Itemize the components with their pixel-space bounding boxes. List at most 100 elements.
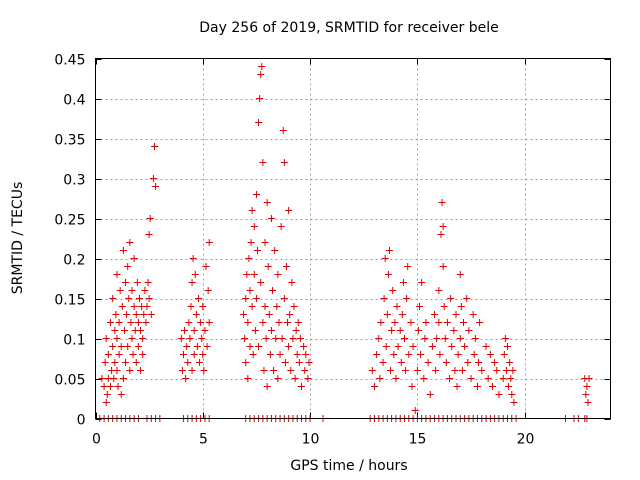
data-point-marker <box>152 183 160 190</box>
data-point-marker <box>102 399 110 406</box>
x-tick-label: 20 <box>517 432 535 448</box>
data-point-marker <box>246 343 254 350</box>
data-point-marker <box>505 383 513 390</box>
data-point-marker <box>296 335 304 342</box>
data-point-marker <box>249 351 257 358</box>
data-point-marker <box>393 303 401 310</box>
data-point-marker <box>284 319 292 326</box>
data-point-marker <box>197 319 205 326</box>
data-point-marker <box>184 359 192 366</box>
data-point-marker <box>244 319 252 326</box>
data-point-marker <box>404 263 412 270</box>
data-point-marker <box>188 367 196 374</box>
data-point-marker <box>463 295 471 302</box>
data-point-marker <box>201 327 209 334</box>
data-point-marker <box>200 367 208 374</box>
data-point-marker <box>502 367 510 374</box>
data-point-marker <box>443 319 451 326</box>
data-point-marker <box>113 271 121 278</box>
data-point-marker <box>290 303 298 310</box>
data-point-marker <box>289 335 297 342</box>
data-point-marker <box>375 335 383 342</box>
data-point-marker <box>456 271 464 278</box>
data-point-marker <box>417 351 425 358</box>
data-point-marker <box>585 375 593 382</box>
data-point-marker <box>370 383 378 390</box>
data-point-marker <box>116 287 124 294</box>
data-point-marker <box>461 343 469 350</box>
data-point-marker <box>499 375 507 382</box>
data-point-marker <box>401 335 408 342</box>
data-point-marker <box>274 375 282 382</box>
data-point-marker <box>301 367 309 374</box>
data-point-marker <box>145 231 153 238</box>
data-point-marker <box>389 287 397 294</box>
data-point-marker <box>584 399 592 406</box>
data-point-marker <box>250 223 258 230</box>
data-point-marker <box>282 263 290 270</box>
data-point-marker <box>107 319 115 326</box>
data-point-marker <box>257 71 265 78</box>
data-point-marker <box>407 319 415 326</box>
x-tick-label: 0 <box>92 432 101 448</box>
data-point-marker <box>397 359 405 366</box>
data-point-marker <box>272 335 280 342</box>
data-point-marker <box>242 359 250 366</box>
data-point-marker <box>379 359 387 366</box>
y-tick-label: 0.4 <box>63 93 85 109</box>
data-point-marker <box>446 375 454 382</box>
data-point-marker <box>302 351 310 358</box>
data-point-marker <box>420 375 428 382</box>
data-point-marker <box>109 343 117 350</box>
data-point-marker <box>271 247 279 254</box>
x-axis-label: GPS time / hours <box>290 458 407 474</box>
data-point-marker <box>442 359 450 366</box>
data-point-marker <box>471 335 479 342</box>
data-point-marker <box>137 367 145 374</box>
axis-ticks: 0 0.05 0.1 0.15 0.2 0.25 0.3 0.35 0.4 0.45 0 5 10 15 2… <box>54 53 611 448</box>
data-point-marker <box>431 311 439 318</box>
y-tick-label: 0.25 <box>54 213 85 229</box>
data-point-marker <box>111 327 119 334</box>
data-point-marker <box>193 343 201 350</box>
y-tick-label: 0.15 <box>54 293 85 309</box>
data-point-marker <box>178 367 186 374</box>
data-point-marker <box>409 343 417 350</box>
data-point-marker <box>451 367 459 374</box>
data-point-marker <box>421 335 429 342</box>
data-point-marker <box>399 279 407 286</box>
data-point-marker <box>476 319 484 326</box>
data-point-marker <box>509 367 517 374</box>
data-point-marker <box>373 351 381 358</box>
data-point-marker <box>257 279 265 286</box>
data-point-marker <box>473 383 481 390</box>
data-point-marker <box>98 375 106 382</box>
data-point-marker <box>139 351 147 358</box>
data-point-marker <box>478 367 486 374</box>
data-point-marker <box>261 303 269 310</box>
data-point-marker <box>279 127 287 134</box>
data-point-marker <box>261 239 269 246</box>
data-point-marker <box>501 335 509 342</box>
data-point-marker <box>186 335 194 342</box>
data-point-marker <box>140 311 148 318</box>
data-point-marker <box>293 351 301 358</box>
data-point-marker <box>435 287 443 294</box>
data-point-marker <box>122 359 130 366</box>
data-point-marker <box>202 263 210 270</box>
data-point-marker <box>276 351 284 358</box>
data-point-marker <box>127 319 135 326</box>
data-point-marker <box>255 119 263 126</box>
data-point-marker <box>254 247 262 254</box>
data-point-marker <box>110 375 118 382</box>
data-point-marker <box>390 351 398 358</box>
data-point-marker <box>394 343 402 350</box>
data-point-marker <box>388 327 396 334</box>
data-point-marker <box>470 351 478 358</box>
data-point-marker <box>286 311 294 318</box>
data-point-marker <box>115 351 123 358</box>
data-point-marker <box>144 279 152 286</box>
y-tick-label: 0.1 <box>63 333 85 349</box>
data-point-marker <box>376 375 384 382</box>
